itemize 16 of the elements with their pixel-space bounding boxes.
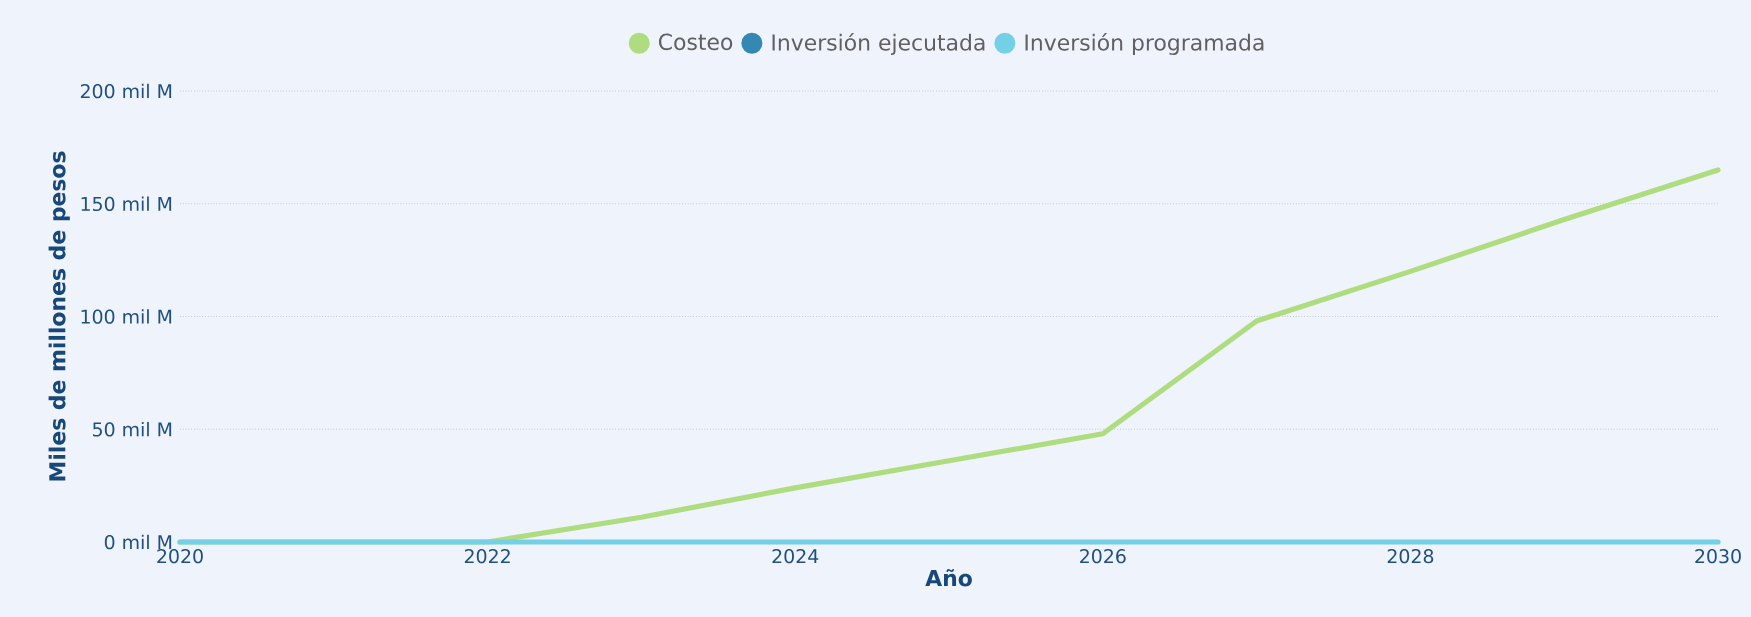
y-axis-title: Miles de millones de pesos (48, 151, 70, 481)
x-tick-label: 2028 (1387, 549, 1434, 564)
x-tick-label: 2020 (157, 549, 203, 564)
legend-label: Costeo (658, 33, 733, 51)
x-axis-title: Año (925, 569, 972, 587)
y-tick-label: 150 mil M (81, 196, 172, 212)
x-tick-label: 2022 (464, 549, 510, 564)
x-tick-label: 2024 (772, 549, 819, 564)
legend-label: Inversión programada (1025, 32, 1264, 56)
y-tick-label: 100 mil M (81, 309, 172, 324)
x-tick-label: 2030 (1695, 549, 1741, 564)
x-tick-label: 2026 (1080, 549, 1126, 564)
y-tick-label: 200 mil M (80, 83, 172, 99)
legend-label: Inversión ejecutada (772, 32, 985, 56)
y-tick-label: 50 mil M (93, 421, 172, 437)
y-tick-label: 0 mil M (104, 534, 172, 550)
